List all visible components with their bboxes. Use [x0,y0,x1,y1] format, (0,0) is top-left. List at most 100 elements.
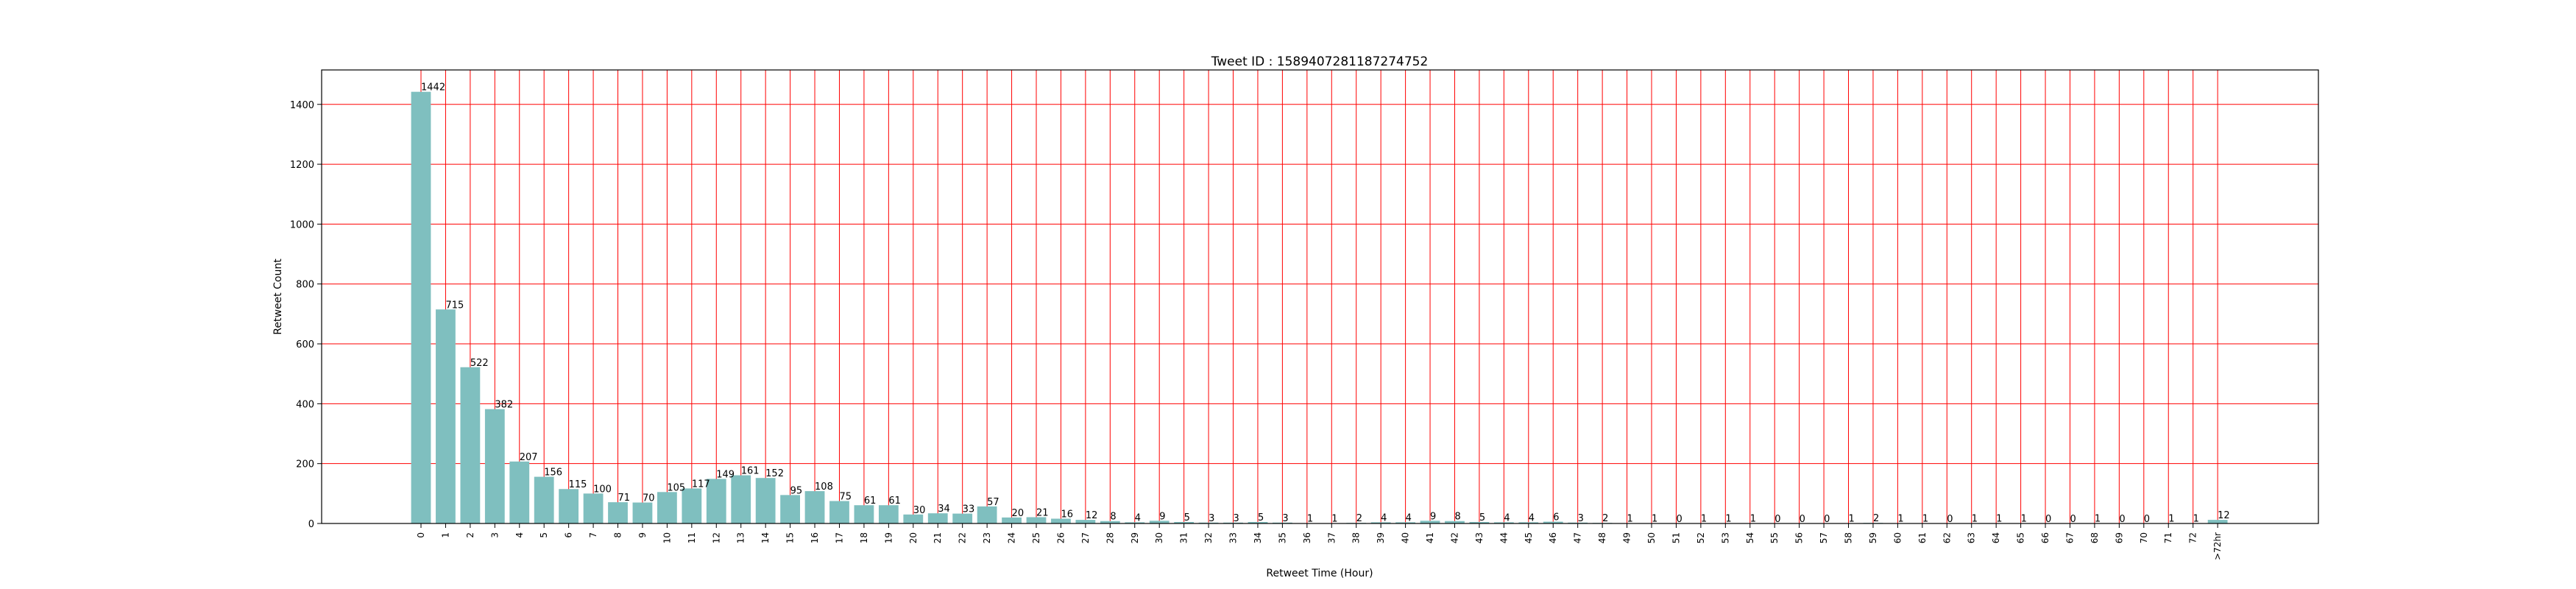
bar-value-label: 156 [544,468,562,479]
bar-value-label: 1 [1725,514,1731,525]
x-tick-label: 31 [1179,532,1189,543]
bar-value-label: 115 [569,479,587,490]
bar-value-label: 57 [987,497,999,508]
bar-value-label: 1 [1996,514,2002,525]
bar [1100,521,1120,523]
x-tick-label: 7 [588,532,598,538]
bar-value-label: 61 [864,495,877,507]
x-tick-label: 44 [1498,532,1509,543]
bar-value-label: 4 [1135,512,1141,523]
x-tick-label: 62 [1942,532,1952,543]
bar-value-label: 152 [765,468,784,479]
y-tick-label: 600 [296,339,314,350]
x-tick-label: 33 [1228,532,1239,543]
x-axis-label: Retweet Time (Hour) [1266,568,1373,579]
x-tick-label: 72 [2188,532,2198,543]
chart-title: Tweet ID : 1589407281187274752 [1211,54,1429,69]
x-tick-label: 56 [1794,532,1805,543]
bar-value-label: 2 [1602,513,1608,524]
bar-value-label: 0 [1947,514,1953,525]
bar-value-label: 1 [1972,514,1978,525]
bar-value-label: 1 [1897,514,1903,525]
bar [608,502,628,523]
bar-value-label: 1 [2021,514,2027,525]
x-tick-label: 18 [859,532,869,543]
bar-value-label: 105 [667,482,685,493]
bar [1174,521,1195,523]
bar [436,309,456,523]
bar [2207,520,2228,523]
y-tick-label: 400 [296,399,314,410]
bar-value-label: 2 [1356,513,1362,524]
x-tick-label: 12 [711,532,721,543]
bar-value-label: 4 [1381,512,1387,523]
x-tick-label: 8 [613,532,623,538]
bar [878,505,899,523]
bar [903,514,924,523]
bar-value-label: 9 [1430,511,1436,522]
x-tick-label: 49 [1622,532,1632,543]
bar-value-label: 1 [1627,514,1633,525]
bar-value-label: 30 [913,505,926,516]
x-tick-label: 5 [539,532,549,538]
x-tick-label: 38 [1351,532,1362,543]
bar [927,513,948,523]
bar-value-label: 117 [692,479,710,490]
bar [1248,521,1268,523]
bar [1445,521,1465,523]
bar [1370,522,1391,523]
bar-value-label: 8 [1110,512,1116,523]
x-tick-label: 60 [1892,532,1903,543]
bar [682,488,702,523]
bar-value-label: 149 [716,469,735,480]
x-tick-label: 28 [1105,532,1115,543]
bar-value-label: 1 [1701,514,1707,525]
y-gridlines [322,104,2318,524]
x-tick-label: 65 [2016,532,2026,543]
bar-value-label: 8 [1454,512,1460,523]
bar [1125,522,1145,523]
bar [829,501,849,523]
y-tick-label: 800 [296,280,314,291]
bar-value-label: 0 [1676,514,1682,525]
bar-value-label: 1 [1849,514,1855,525]
x-tick-label: 40 [1401,532,1411,543]
bar-value-label: 1 [2193,514,2199,525]
bar-value-label: 1 [1307,514,1313,525]
bar-value-label: 715 [445,300,464,311]
bar [1493,522,1514,523]
bar-value-label: 9 [1159,511,1165,522]
x-tick-label: 36 [1302,532,1312,543]
x-tick-label: 14 [760,532,771,543]
bar-value-label: 1 [1652,514,1657,525]
bar-value-label: 108 [815,482,833,493]
bar-value-label: 3 [1209,513,1214,524]
x-tick-label: 3 [489,532,500,538]
bar-value-label: 3 [1578,513,1584,524]
x-tick-label: 34 [1253,532,1263,543]
bar [534,476,554,523]
bar-value-label: 0 [1800,514,1805,525]
bar [706,479,726,523]
bar [460,367,481,523]
bar [559,489,579,523]
x-tick-label: 61 [1917,532,1928,543]
x-tick-label: 68 [2090,532,2100,543]
x-tick-label: 9 [637,532,648,538]
bar [411,91,431,524]
y-axis: 0 200 400 600 800 1000 1200 1400 [290,100,322,530]
bar [1075,520,1096,523]
x-tick-label: 32 [1203,532,1214,543]
x-tick-label: 64 [1991,532,2001,543]
bar-value-label: 95 [790,485,803,496]
x-tick-label: 0 [416,532,426,538]
x-tick-label: 66 [2040,532,2050,543]
y-tick-label: 1200 [290,160,314,171]
x-axis: 0 1 2 3 4 5 6 7 8 9 10 11 12 13 14 15 16 17 18 19 20 21 22 23 24… [416,523,2223,560]
bar-value-label: 70 [643,493,655,504]
bar [1395,522,1415,523]
x-tick-label: 42 [1449,532,1459,543]
bars [411,91,2228,524]
x-tick-label: >72hr [2212,532,2223,560]
